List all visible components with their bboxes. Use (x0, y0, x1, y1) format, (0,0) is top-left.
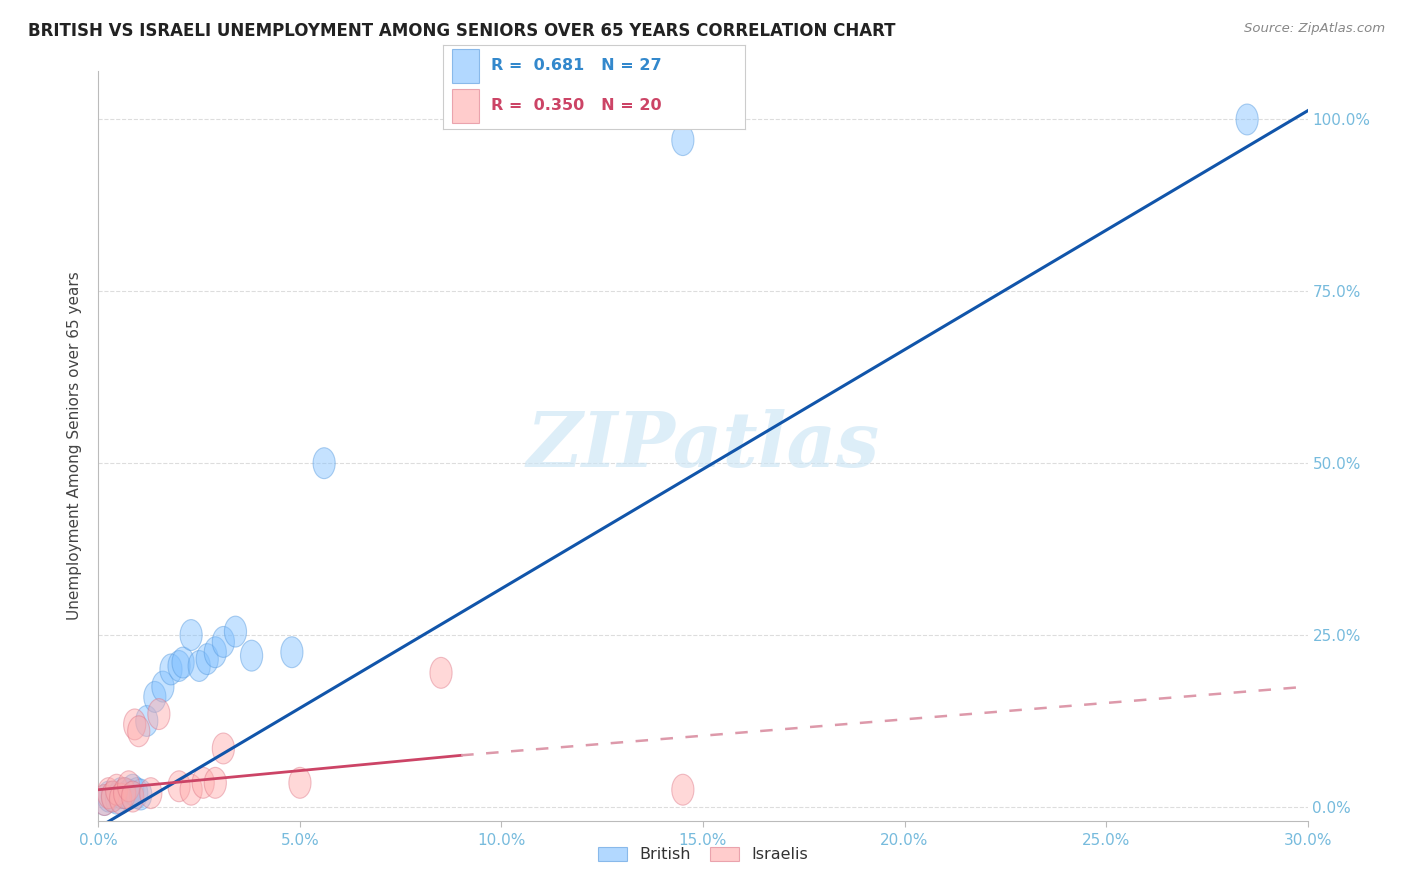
Ellipse shape (97, 781, 120, 812)
Ellipse shape (180, 620, 202, 650)
Ellipse shape (430, 657, 453, 689)
Y-axis label: Unemployment Among Seniors over 65 years: Unemployment Among Seniors over 65 years (67, 272, 83, 620)
Ellipse shape (1236, 104, 1258, 135)
Ellipse shape (121, 781, 143, 812)
Ellipse shape (212, 626, 235, 657)
Ellipse shape (314, 448, 335, 479)
Ellipse shape (148, 698, 170, 730)
Ellipse shape (281, 637, 302, 668)
FancyBboxPatch shape (451, 49, 479, 83)
Ellipse shape (110, 783, 132, 814)
Ellipse shape (114, 778, 136, 809)
Ellipse shape (139, 778, 162, 809)
Ellipse shape (121, 774, 143, 805)
Ellipse shape (188, 650, 211, 681)
Ellipse shape (152, 671, 174, 702)
Ellipse shape (93, 785, 115, 815)
Ellipse shape (124, 709, 146, 739)
Text: Source: ZipAtlas.com: Source: ZipAtlas.com (1244, 22, 1385, 36)
Ellipse shape (240, 640, 263, 671)
Ellipse shape (225, 616, 246, 647)
Ellipse shape (118, 771, 139, 802)
Text: BRITISH VS ISRAELI UNEMPLOYMENT AMONG SENIORS OVER 65 YEARS CORRELATION CHART: BRITISH VS ISRAELI UNEMPLOYMENT AMONG SE… (28, 22, 896, 40)
Ellipse shape (204, 767, 226, 798)
Ellipse shape (128, 715, 150, 747)
Ellipse shape (193, 767, 214, 798)
Ellipse shape (118, 779, 139, 810)
Legend: British, Israelis: British, Israelis (592, 840, 814, 869)
Ellipse shape (97, 778, 120, 809)
Ellipse shape (212, 733, 235, 764)
Ellipse shape (101, 781, 124, 812)
Ellipse shape (129, 779, 152, 810)
Ellipse shape (167, 650, 190, 681)
Ellipse shape (172, 647, 194, 678)
Ellipse shape (101, 781, 124, 812)
Ellipse shape (672, 125, 695, 155)
Ellipse shape (125, 778, 148, 809)
Text: R =  0.350   N = 20: R = 0.350 N = 20 (491, 98, 662, 113)
Ellipse shape (167, 771, 190, 802)
Text: R =  0.681   N = 27: R = 0.681 N = 27 (491, 58, 662, 73)
Ellipse shape (105, 774, 128, 805)
Ellipse shape (288, 767, 311, 798)
Ellipse shape (105, 783, 128, 814)
Ellipse shape (93, 785, 115, 815)
Ellipse shape (136, 706, 157, 737)
Ellipse shape (114, 778, 136, 809)
Text: ZIPatlas: ZIPatlas (526, 409, 880, 483)
Ellipse shape (180, 774, 202, 805)
Ellipse shape (160, 654, 181, 685)
Ellipse shape (204, 637, 226, 668)
Ellipse shape (143, 681, 166, 713)
FancyBboxPatch shape (451, 88, 479, 122)
Ellipse shape (672, 774, 695, 805)
Ellipse shape (110, 778, 132, 809)
Ellipse shape (197, 644, 218, 674)
